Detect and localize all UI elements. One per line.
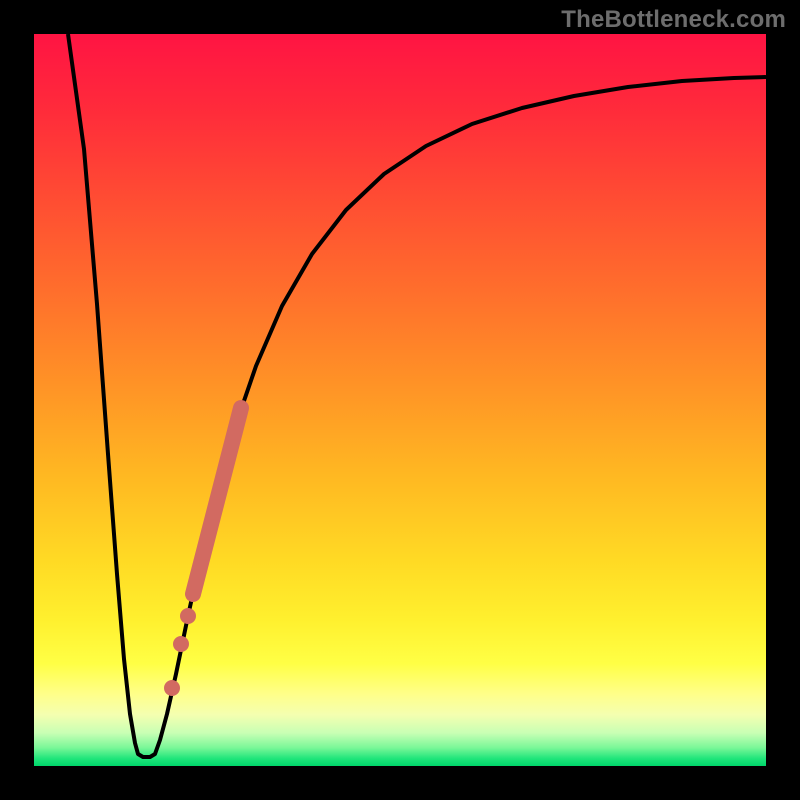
highlight-dot [180, 608, 196, 624]
frame-left [0, 0, 34, 800]
frame-bottom [0, 766, 800, 800]
chart-svg [34, 34, 766, 766]
gradient-bg [34, 34, 766, 766]
frame-right [766, 0, 800, 800]
highlight-dot [173, 636, 189, 652]
plot-area [34, 34, 766, 766]
highlight-dot [164, 680, 180, 696]
watermark-text: TheBottleneck.com [561, 6, 786, 34]
